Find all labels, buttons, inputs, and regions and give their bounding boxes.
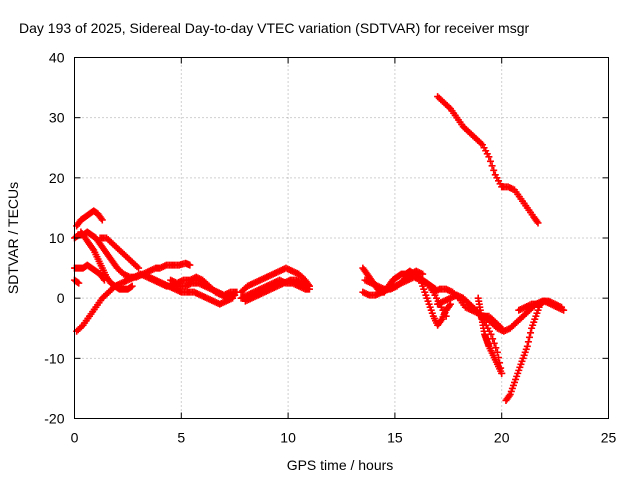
data-series — [167, 273, 239, 302]
x-tick-label: 25 — [601, 430, 617, 446]
x-tick-label: 5 — [177, 430, 185, 446]
data-point — [524, 338, 532, 346]
data-point — [487, 330, 495, 338]
data-series — [71, 261, 108, 284]
data-series — [241, 276, 313, 305]
data-series — [474, 294, 506, 377]
data-series — [434, 93, 542, 227]
data-point — [437, 317, 445, 325]
y-tick-label: 40 — [49, 50, 65, 66]
data-series — [71, 276, 83, 287]
data-series — [502, 297, 548, 404]
data-point — [98, 216, 106, 224]
data-point — [505, 392, 513, 400]
data-point — [419, 270, 427, 278]
data-series — [145, 273, 237, 308]
data-point — [533, 217, 541, 225]
data-point — [490, 166, 498, 174]
y-tick-label: 0 — [57, 290, 65, 306]
x-tick-label: 15 — [387, 430, 403, 446]
data-point — [305, 282, 313, 290]
y-tick-label: 20 — [49, 170, 65, 186]
data-point — [75, 279, 83, 287]
data-series — [73, 207, 106, 230]
data-point — [523, 342, 531, 350]
data-point — [89, 245, 97, 253]
data-point — [135, 264, 143, 272]
grid-lines — [74, 57, 609, 419]
data-point — [492, 344, 500, 352]
data-series — [515, 297, 568, 314]
data-series — [237, 264, 313, 296]
data-series — [71, 228, 194, 281]
data-point — [446, 300, 454, 308]
data-series — [417, 276, 454, 329]
chart-title: Day 193 of 2025, Sidereal Day-to-day VTE… — [19, 20, 529, 36]
y-tick-label: 30 — [49, 110, 65, 126]
data-point — [560, 306, 568, 314]
data-point — [489, 335, 497, 343]
y-tick-label: -20 — [44, 411, 64, 427]
x-axis-label: GPS time / hours — [287, 457, 394, 473]
data-point — [97, 214, 105, 222]
data-point — [490, 339, 498, 347]
plot-frame — [74, 57, 609, 419]
data-point — [534, 219, 542, 227]
data-point — [527, 329, 535, 337]
y-tick-label: 10 — [49, 230, 65, 246]
y-tick-label: -10 — [44, 350, 64, 366]
y-axis-label: SDTVAR / TECUs — [5, 182, 21, 294]
data-point — [498, 369, 506, 377]
data-point — [445, 302, 453, 310]
data-point — [525, 333, 533, 341]
data-series — [96, 234, 143, 272]
x-tick-label: 10 — [280, 430, 296, 446]
data-point — [231, 291, 239, 299]
data-points — [71, 93, 568, 404]
data-point — [128, 282, 136, 290]
data-point — [486, 157, 494, 165]
x-tick-label: 0 — [71, 430, 79, 446]
data-point — [488, 162, 496, 170]
x-tick-label: 20 — [494, 430, 510, 446]
data-series — [361, 267, 427, 293]
data-point — [485, 153, 493, 161]
data-point — [186, 261, 194, 269]
axis-ticks: 0 5 10 15 20 25 -20 -10 0 10 20 30 40 — [44, 50, 616, 446]
